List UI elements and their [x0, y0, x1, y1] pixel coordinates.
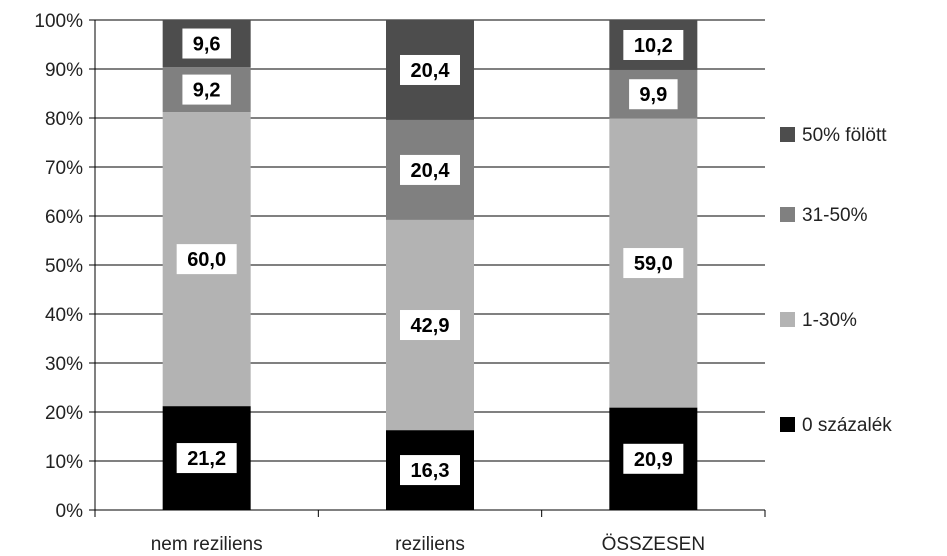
legend: 50% fölött 31-50% 1-30% 0 százalék: [780, 125, 892, 436]
data-label-box: [400, 54, 460, 85]
x-category-label: nem reziliens: [151, 534, 263, 555]
data-label-box: [182, 74, 231, 105]
data-label-box: [176, 244, 237, 275]
data-label: 9,2: [193, 80, 221, 102]
data-label: 60,0: [187, 249, 226, 271]
y-tick-label: 80%: [45, 109, 83, 130]
x-category-label: ÖSSZESEN: [602, 534, 705, 555]
data-label-box: [629, 79, 678, 110]
legend-swatch: [780, 417, 795, 432]
data-label: 20,4: [411, 60, 451, 82]
y-tick-label: 0%: [56, 501, 84, 522]
y-tick-label: 40%: [45, 305, 83, 326]
legend-label: 0 százalék: [802, 415, 892, 436]
data-label-box: [623, 248, 684, 279]
y-tick-label: 90%: [45, 60, 83, 81]
legend-label: 1-30%: [802, 310, 857, 331]
data-label-box: [400, 310, 460, 341]
data-label: 20,4: [411, 160, 451, 182]
legend-label: 50% fölött: [802, 125, 887, 146]
legend-swatch: [780, 127, 795, 142]
data-label: 16,3: [411, 460, 450, 482]
data-label-box: [623, 443, 684, 474]
y-tick-label: 30%: [45, 354, 83, 375]
y-tick-label: 20%: [45, 403, 83, 424]
data-label-box: [400, 154, 460, 185]
legend-swatch: [780, 207, 795, 222]
y-tick-label: 50%: [45, 256, 83, 277]
y-tick-label: 10%: [45, 452, 83, 473]
data-labels: 21,2 60,0 9,2 9,6 16,3 42,9 20,4 20,4 20,9 59,0 9,…: [176, 28, 684, 486]
legend-label: 31-50%: [802, 205, 868, 226]
data-label-box: [182, 28, 231, 59]
data-label-box: [400, 455, 460, 486]
y-tick-label: 60%: [45, 207, 83, 228]
data-label: 9,6: [193, 34, 221, 56]
data-label: 10,2: [634, 35, 673, 57]
data-label-box: [176, 443, 237, 474]
data-label-box: [623, 29, 684, 60]
x-category-label: reziliens: [395, 534, 465, 555]
data-label: 42,9: [411, 315, 450, 337]
bars: [162, 20, 698, 510]
data-label: 59,0: [634, 253, 673, 275]
data-label: 21,2: [187, 448, 226, 470]
y-tick-label: 70%: [45, 158, 83, 179]
data-label: 9,9: [639, 84, 667, 106]
data-label: 20,9: [634, 449, 673, 471]
legend-swatch: [780, 312, 795, 327]
y-tick-label: 100%: [34, 11, 83, 32]
